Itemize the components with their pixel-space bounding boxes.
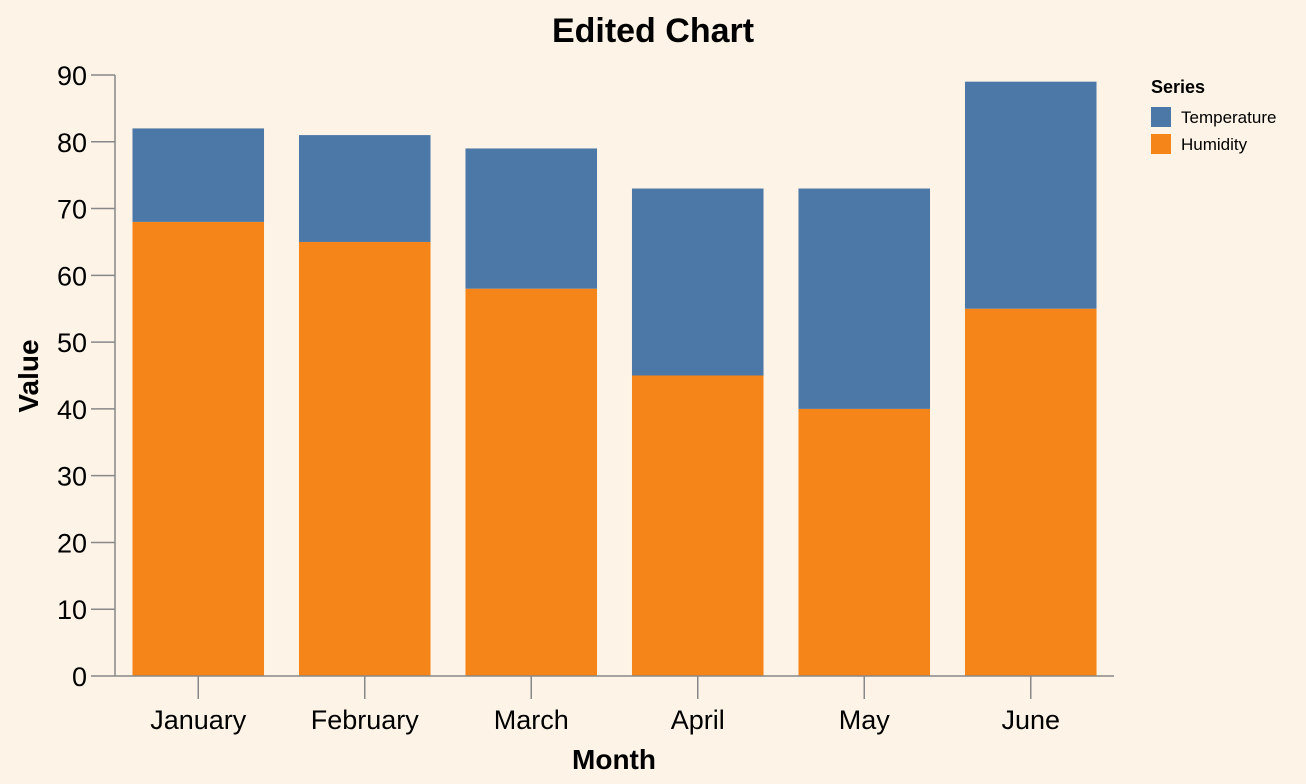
legend: Series Temperature Humidity: [1151, 77, 1276, 154]
y-tick-label: 20: [57, 528, 87, 558]
bar-humidity-february: [298, 241, 431, 676]
bar-temperature-january: [132, 128, 265, 222]
y-tick-label: 90: [57, 61, 87, 91]
bar-temperature-march: [465, 148, 598, 289]
x-axis-title: Month: [572, 744, 656, 775]
y-axis-title: Value: [13, 339, 44, 412]
x-tick-label: February: [311, 705, 420, 735]
x-tick-label: April: [671, 705, 725, 735]
y-tick-label: 50: [57, 328, 87, 358]
legend-swatch-humidity: [1151, 134, 1171, 154]
y-tick-label: 0: [72, 662, 87, 692]
bar-temperature-april: [631, 188, 764, 376]
y-tick-label: 70: [57, 195, 87, 225]
x-tick-label: March: [494, 705, 569, 735]
bar-humidity-april: [631, 375, 764, 676]
legend-title: Series: [1151, 77, 1205, 97]
legend-label-temperature: Temperature: [1181, 108, 1276, 127]
bar-humidity-march: [465, 288, 598, 676]
y-tick-label: 40: [57, 395, 87, 425]
x-tick-label: June: [1001, 705, 1060, 735]
y-tick-label: 30: [57, 462, 87, 492]
x-tick-label: May: [839, 705, 891, 735]
bar-temperature-february: [298, 135, 431, 242]
x-tick-label: January: [150, 705, 247, 735]
bar-temperature-may: [798, 188, 931, 409]
legend-swatch-temperature: [1151, 107, 1171, 127]
bar-temperature-june: [964, 81, 1097, 309]
y-axis-ticks: 0 10 20 30 40 50 60 70 80 90: [57, 61, 115, 692]
y-tick-label: 80: [57, 128, 87, 158]
chart-title: Edited Chart: [552, 12, 754, 50]
x-axis-ticks: January February March April May June: [150, 676, 1060, 735]
plot-area: [132, 81, 1097, 676]
y-tick-label: 10: [57, 595, 87, 625]
legend-label-humidity: Humidity: [1181, 135, 1248, 154]
bar-humidity-january: [132, 221, 265, 676]
bar-humidity-june: [964, 308, 1097, 676]
bar-humidity-may: [798, 408, 931, 676]
y-tick-label: 60: [57, 261, 87, 291]
